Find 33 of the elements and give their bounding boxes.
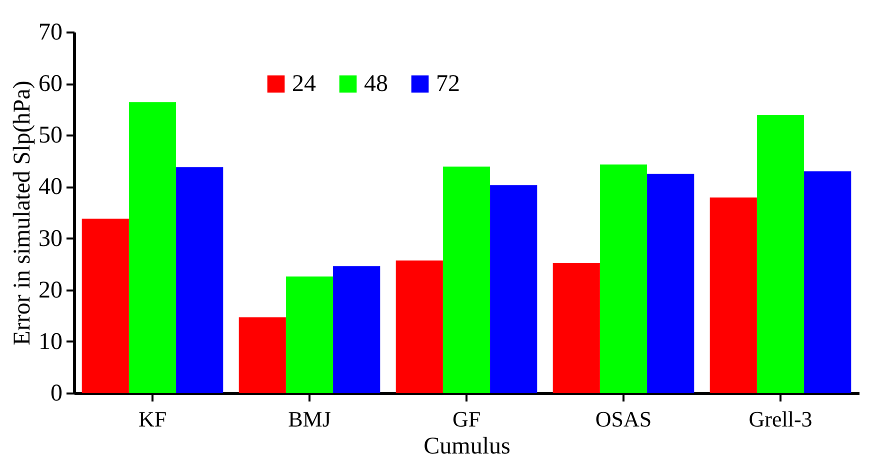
bar — [396, 260, 443, 393]
x-tick-label: Grell-3 — [748, 406, 812, 432]
bar — [710, 198, 757, 393]
legend-label: 24 — [292, 71, 316, 97]
y-tick-label: 0 — [50, 380, 62, 406]
x-tick-label: OSAS — [595, 406, 652, 432]
bar — [552, 263, 600, 393]
bar — [82, 218, 129, 393]
bar — [804, 171, 852, 393]
bar — [490, 185, 538, 393]
x-axis-title: Cumulus — [424, 434, 510, 460]
bar — [333, 266, 380, 393]
bar — [128, 102, 176, 393]
x-tick-label: KF — [138, 406, 167, 432]
bar — [176, 167, 224, 393]
y-tick-label: 20 — [38, 277, 62, 304]
bar — [600, 164, 648, 393]
y-tick-label: 50 — [38, 122, 62, 149]
bar — [238, 317, 286, 393]
legend-label: 72 — [436, 71, 460, 97]
bar — [647, 174, 694, 393]
x-tick-label: GF — [452, 406, 481, 432]
x-tick-label: BMJ — [288, 406, 332, 432]
y-tick-label: 30 — [38, 226, 62, 252]
bar — [756, 115, 804, 393]
legend-label: 48 — [364, 71, 388, 97]
y-axis-title: Error in simulated Slp(hPa) — [10, 80, 36, 346]
y-tick-label: 10 — [38, 328, 62, 355]
y-tick-label: 60 — [38, 71, 62, 98]
y-tick-label: 40 — [38, 174, 62, 200]
y-tick-label: 70 — [38, 20, 62, 46]
bar — [442, 166, 490, 393]
bar — [286, 276, 334, 393]
